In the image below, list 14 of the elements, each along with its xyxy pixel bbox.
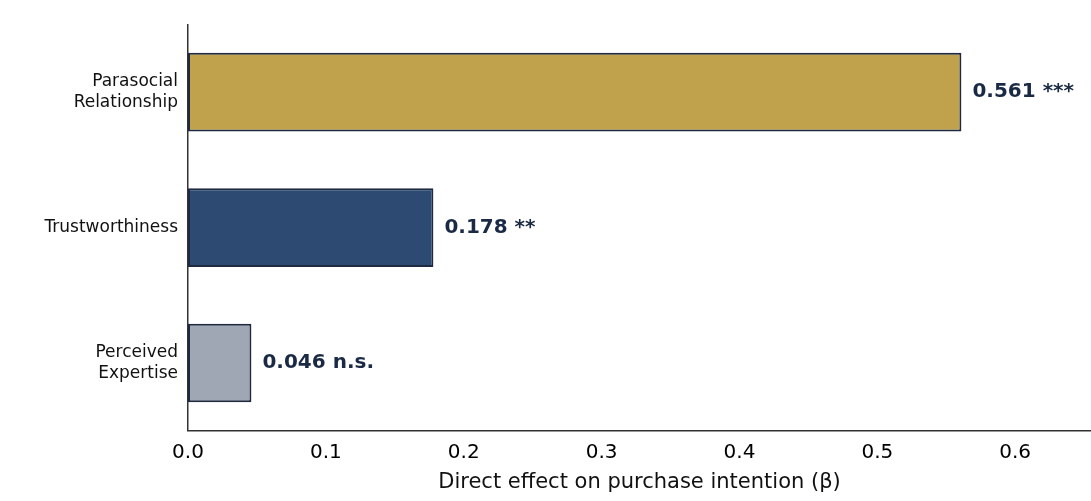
x-tick-label: 0.5 — [861, 439, 894, 463]
data-label: 0.178 ** — [444, 213, 537, 238]
data-label: 0.561 *** — [972, 78, 1075, 103]
x-tick-label: 0.6 — [999, 439, 1032, 463]
x-tick-label: 0.4 — [723, 439, 756, 463]
y-tick-label: Perceived Expertise — [95, 341, 178, 382]
y-tick-label: Trustworthiness — [43, 216, 179, 237]
x-tick-label: 0.3 — [585, 439, 618, 463]
data-label: 0.046 n.s. — [262, 349, 374, 374]
y-tick-label: Parasocial Relationship — [73, 70, 178, 111]
x-tick-label: 0.0 — [172, 439, 204, 463]
x-tick-label: 0.1 — [309, 439, 342, 463]
x-tick-label: 0.2 — [447, 439, 480, 463]
x-axis-title: Direct effect on purchase intention (β) — [438, 468, 841, 493]
